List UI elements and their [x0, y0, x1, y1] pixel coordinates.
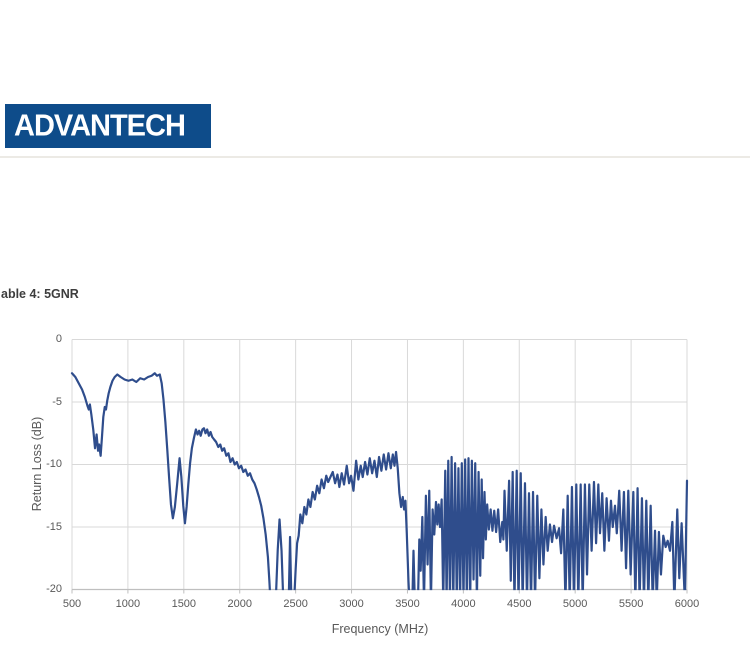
return-loss-series-line: [70, 372, 689, 591]
x-axis-title: Frequency (MHz): [331, 622, 429, 636]
x-tick-label: 2500: [283, 598, 308, 610]
advantech-logo: ADVANTECH: [5, 104, 211, 148]
x-tick-label: 3000: [339, 598, 364, 610]
y-tick-label: -10: [46, 458, 62, 470]
advantech-logo-text: ADVANTECH: [14, 109, 186, 143]
x-tick-label: 4000: [451, 598, 476, 610]
y-axis-title: Return Loss (dB): [30, 416, 44, 512]
table-caption: able 4: 5GNR: [1, 287, 79, 301]
chart-plot-area: [70, 339, 689, 594]
x-tick-label: 5000: [562, 598, 588, 610]
x-tick-label: 3500: [395, 598, 420, 610]
y-tick-label: -20: [46, 583, 62, 595]
header-divider: [0, 156, 750, 158]
x-tick-label: 1500: [171, 598, 197, 610]
x-tick-label: 5500: [618, 598, 644, 610]
y-tick-label: -15: [46, 520, 62, 533]
x-tick-label: 500: [62, 598, 82, 610]
return-loss-chart: 0 -5 -10 -15 -20 500 1000 1500 2000 2500 3000 3500…: [0, 300, 750, 650]
y-tick-label: -5: [52, 395, 62, 408]
x-tick-label: 4500: [507, 598, 532, 610]
x-tick-label: 6000: [674, 598, 700, 610]
y-tick-label: 0: [55, 333, 62, 345]
x-tick-label: 1000: [115, 598, 141, 610]
x-tick-label: 2000: [227, 598, 252, 610]
